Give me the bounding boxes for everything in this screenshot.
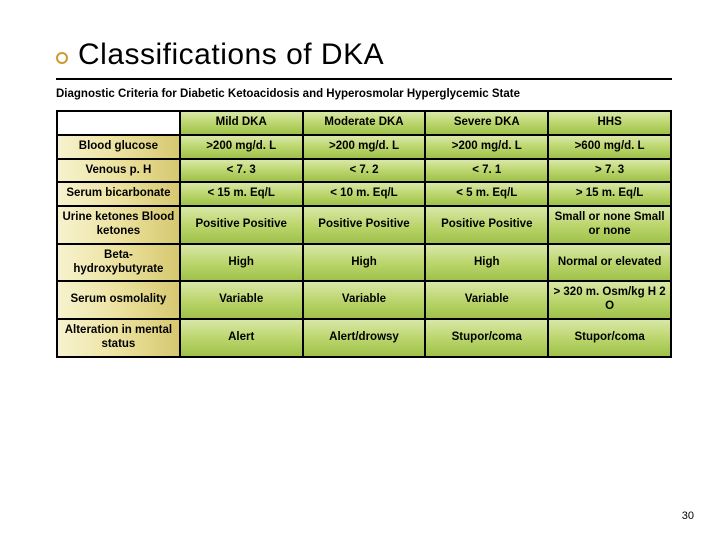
cell: Positive Positive — [303, 206, 426, 244]
cell: < 10 m. Eq/L — [303, 182, 426, 206]
page-number: 30 — [682, 510, 694, 522]
table-row: Beta-hydroxybutyrate High High High Norm… — [57, 244, 671, 282]
cell: >600 mg/d. L — [548, 135, 671, 159]
title-underline — [56, 78, 672, 80]
cell: >200 mg/d. L — [180, 135, 303, 159]
row-header: Alteration in mental status — [57, 319, 180, 357]
cell: < 15 m. Eq/L — [180, 182, 303, 206]
title-row: Classifications of DKA — [56, 38, 672, 72]
table-row: Alteration in mental status Alert Alert/… — [57, 319, 671, 357]
table-header-row: Mild DKA Moderate DKA Severe DKA HHS — [57, 111, 671, 135]
row-header: Blood glucose — [57, 135, 180, 159]
slide-title: Classifications of DKA — [78, 38, 384, 72]
table-row: Serum osmolality Variable Variable Varia… — [57, 281, 671, 319]
row-header: Beta-hydroxybutyrate — [57, 244, 180, 282]
table-row: Venous p. H < 7. 3 < 7. 2 < 7. 1 > 7. 3 — [57, 159, 671, 183]
cell: < 7. 2 — [303, 159, 426, 183]
cell: < 7. 3 — [180, 159, 303, 183]
table-row: Blood glucose >200 mg/d. L >200 mg/d. L … — [57, 135, 671, 159]
col-header: Moderate DKA — [303, 111, 426, 135]
cell: High — [303, 244, 426, 282]
row-header: Venous p. H — [57, 159, 180, 183]
slide: Classifications of DKA Diagnostic Criter… — [0, 0, 720, 358]
cell: Alert/drowsy — [303, 319, 426, 357]
cell: Variable — [303, 281, 426, 319]
cell: < 7. 1 — [425, 159, 548, 183]
row-header: Serum osmolality — [57, 281, 180, 319]
cell: Positive Positive — [180, 206, 303, 244]
cell: High — [425, 244, 548, 282]
corner-cell — [57, 111, 180, 135]
cell: Variable — [425, 281, 548, 319]
cell: > 7. 3 — [548, 159, 671, 183]
cell: Variable — [180, 281, 303, 319]
cell: >200 mg/d. L — [425, 135, 548, 159]
cell: Normal or elevated — [548, 244, 671, 282]
cell: Stupor/coma — [425, 319, 548, 357]
col-header: HHS — [548, 111, 671, 135]
cell: < 5 m. Eq/L — [425, 182, 548, 206]
criteria-table: Mild DKA Moderate DKA Severe DKA HHS Blo… — [56, 110, 672, 358]
slide-subtitle: Diagnostic Criteria for Diabetic Ketoaci… — [56, 88, 672, 100]
bullet-icon — [56, 52, 68, 64]
cell: Small or none Small or none — [548, 206, 671, 244]
table-row: Urine ketones Blood ketones Positive Pos… — [57, 206, 671, 244]
table-row: Serum bicarbonate < 15 m. Eq/L < 10 m. E… — [57, 182, 671, 206]
row-header: Urine ketones Blood ketones — [57, 206, 180, 244]
cell: Alert — [180, 319, 303, 357]
col-header: Severe DKA — [425, 111, 548, 135]
cell: > 15 m. Eq/L — [548, 182, 671, 206]
col-header: Mild DKA — [180, 111, 303, 135]
row-header: Serum bicarbonate — [57, 182, 180, 206]
cell: Positive Positive — [425, 206, 548, 244]
cell: > 320 m. Osm/kg H 2 O — [548, 281, 671, 319]
cell: Stupor/coma — [548, 319, 671, 357]
cell: >200 mg/d. L — [303, 135, 426, 159]
cell: High — [180, 244, 303, 282]
